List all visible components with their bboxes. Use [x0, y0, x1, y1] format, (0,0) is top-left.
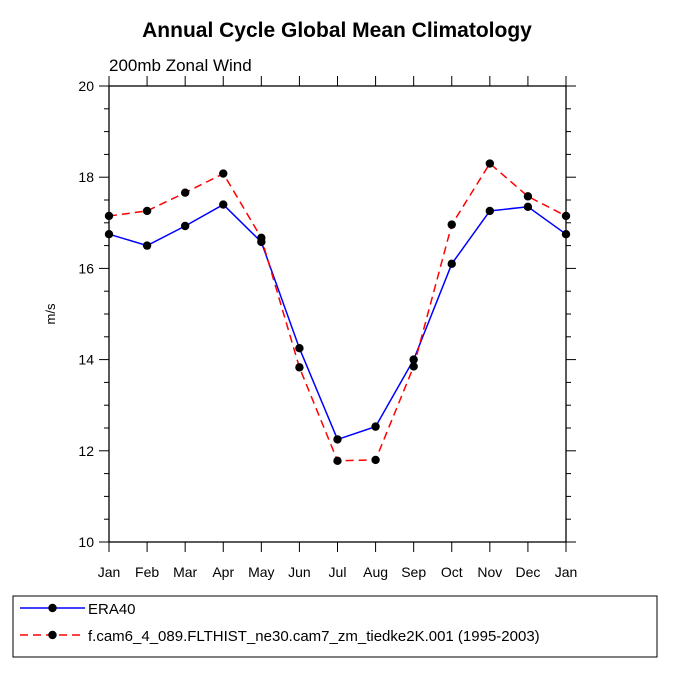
series-line: [108, 162, 567, 462]
data-point: [561, 211, 571, 221]
axis-ticks: [99, 76, 576, 552]
data-point: [142, 206, 152, 216]
data-point: [485, 159, 495, 168]
data-point: [409, 355, 418, 364]
data-point: [561, 230, 571, 239]
y-tick-label: 20: [78, 78, 94, 94]
data-point: [180, 188, 190, 197]
data-point: [333, 435, 342, 444]
legend-marker: [48, 630, 57, 640]
legend-marker: [48, 603, 57, 613]
x-tick-label: Jun: [288, 564, 311, 580]
data-point: [104, 211, 114, 221]
plot-frame: [108, 85, 567, 543]
x-tick-label: Nov: [477, 564, 502, 580]
x-tick-labels: Jan Feb Mar Apr May Jun Jul Aug Sep Oct Nov Dec Jan: [98, 564, 578, 580]
x-tick-label: Dec: [515, 564, 540, 580]
legend-box: [12, 595, 658, 658]
data-point: [295, 363, 304, 372]
data-point: [485, 206, 495, 216]
y-tick-label: 12: [78, 443, 94, 459]
y-tick-label: 14: [78, 352, 94, 368]
x-tick-label: Apr: [212, 564, 234, 580]
data-point: [142, 241, 152, 250]
data-point: [447, 259, 456, 269]
y-tick-label: 16: [78, 260, 94, 276]
x-tick-label: Mar: [173, 564, 197, 580]
x-tick-label: Oct: [441, 564, 463, 580]
x-tick-label: Feb: [135, 564, 159, 580]
legend-label: ERA40: [88, 601, 136, 618]
data-point: [104, 230, 114, 239]
y-tick-label: 18: [78, 169, 94, 185]
y-axis-label: m/s: [43, 303, 58, 324]
data-point: [371, 455, 380, 465]
series-layer: [104, 159, 571, 466]
y-tick-label: 10: [78, 534, 94, 550]
chart-subtitle: 200mb Zonal Wind: [109, 56, 252, 75]
x-tick-label: Jul: [329, 564, 347, 580]
data-point: [371, 422, 380, 431]
legend: ERA40 f.cam6_4_089.FLTHIST_ne30.cam7_zm_t…: [20, 601, 540, 645]
data-point: [257, 233, 266, 243]
data-point: [333, 456, 342, 466]
data-point: [447, 220, 456, 229]
x-tick-label: Jan: [98, 564, 121, 580]
x-tick-label: Sep: [401, 564, 426, 580]
x-tick-label: Jan: [555, 564, 578, 580]
data-point: [523, 202, 533, 212]
data-point: [409, 362, 418, 371]
x-tick-label: May: [248, 564, 274, 580]
data-point: [219, 200, 228, 209]
x-tick-label: Aug: [363, 564, 388, 580]
chart-title: Annual Cycle Global Mean Climatology: [142, 19, 532, 42]
series-line: [108, 203, 567, 441]
y-tick-labels: 10 12 14 16 18 20: [78, 78, 94, 550]
data-point: [219, 169, 228, 178]
data-point: [523, 192, 533, 201]
data-point: [180, 221, 190, 231]
legend-label: f.cam6_4_089.FLTHIST_ne30.cam7_zm_tiedke…: [88, 628, 540, 645]
data-point: [295, 344, 304, 353]
